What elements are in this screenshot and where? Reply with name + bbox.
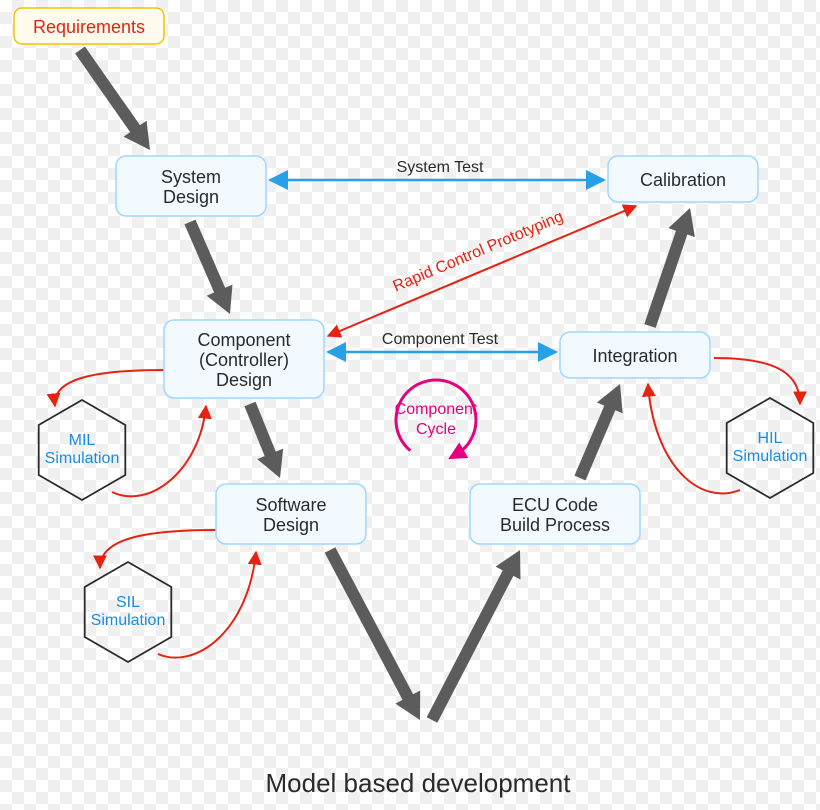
thick-arrow bbox=[644, 208, 695, 328]
node-label: Software bbox=[255, 495, 326, 515]
node-calibration: Calibration bbox=[608, 156, 758, 202]
node-requirements: Requirements bbox=[14, 8, 164, 44]
hil-loop-top bbox=[714, 358, 800, 404]
node-system_design: SystemDesign bbox=[116, 156, 266, 216]
node-label: Calibration bbox=[640, 170, 726, 190]
thick-arrow bbox=[184, 220, 232, 314]
diagram-title: Model based development bbox=[266, 768, 572, 798]
sil-loop-bottom bbox=[158, 552, 256, 658]
node-label: Design bbox=[216, 370, 272, 390]
edge-label: System Test bbox=[397, 159, 484, 176]
node-label: Component bbox=[197, 330, 290, 350]
hex-label: Simulation bbox=[733, 448, 808, 465]
hex-label: HIL bbox=[758, 430, 783, 447]
node-integration: Integration bbox=[560, 332, 710, 378]
node-label: Integration bbox=[592, 346, 677, 366]
node-label: ECU Code bbox=[512, 495, 598, 515]
thick-arrow bbox=[75, 47, 150, 150]
node-label: Design bbox=[263, 515, 319, 535]
node-component_design: Component(Controller)Design bbox=[164, 320, 324, 398]
edge-label: Component Test bbox=[382, 331, 499, 348]
node-label: Design bbox=[163, 187, 219, 207]
node-mil: MILSimulation bbox=[39, 400, 126, 500]
node-ecu_code: ECU CodeBuild Process bbox=[470, 484, 640, 544]
hex-label: SIL bbox=[116, 594, 140, 611]
diagram-stage: System Test Component Test Rapid Control … bbox=[0, 0, 820, 810]
node-label: (Controller) bbox=[199, 350, 289, 370]
node-hil: HILSimulation bbox=[727, 398, 814, 498]
hex-label: MIL bbox=[69, 432, 96, 449]
hex-label: Simulation bbox=[91, 612, 166, 629]
component-cycle-label: Cycle bbox=[416, 421, 456, 438]
node-software_design: SoftwareDesign bbox=[216, 484, 366, 544]
sil-loop-top bbox=[100, 530, 216, 568]
component-cycle-label: Component bbox=[395, 401, 478, 418]
thick-arrow bbox=[244, 402, 283, 478]
thick-arrow bbox=[427, 550, 521, 723]
node-label: Requirements bbox=[33, 17, 145, 37]
node-label: Build Process bbox=[500, 515, 610, 535]
node-sil: SILSimulation bbox=[85, 562, 172, 662]
node-label: System bbox=[161, 167, 221, 187]
thick-arrow bbox=[574, 384, 622, 480]
edge-label: Rapid Control Prototyping bbox=[391, 208, 566, 295]
hex-label: Simulation bbox=[45, 450, 120, 467]
red-double-arrow bbox=[328, 206, 636, 336]
thick-arrow bbox=[325, 547, 421, 720]
mil-loop-top bbox=[55, 370, 164, 406]
